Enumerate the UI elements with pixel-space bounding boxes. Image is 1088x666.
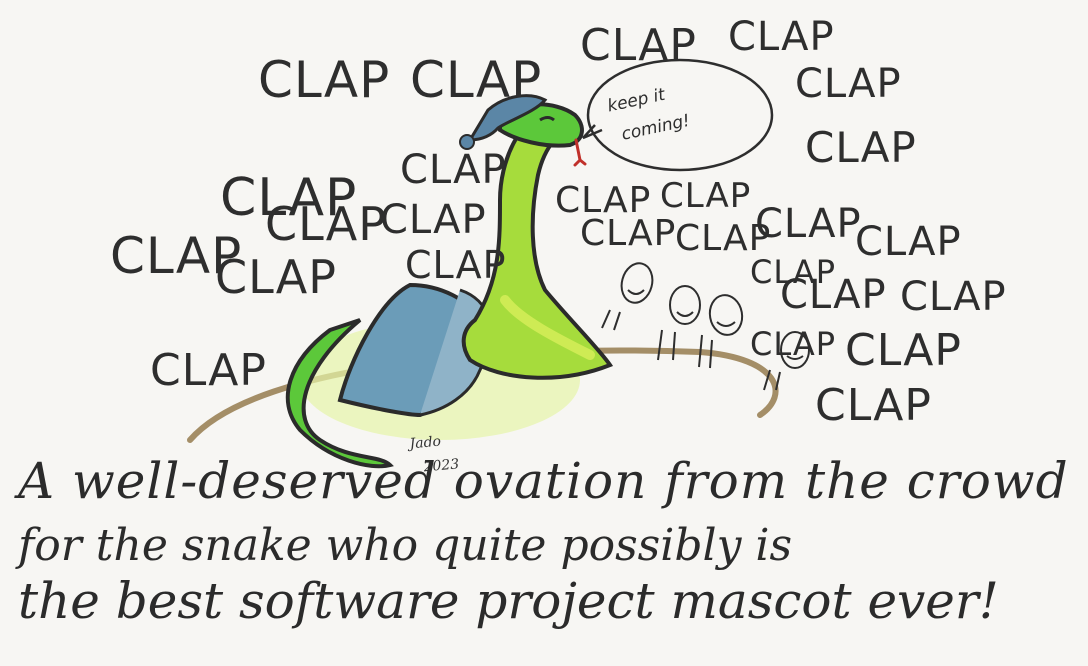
crowd-person-2: [657, 285, 701, 361]
caption-line-2: for the snake who quite possibly is: [18, 520, 793, 571]
crowd-person-1: [601, 262, 654, 331]
clap-word: CLAP: [660, 176, 751, 216]
clap-word: CLAP: [150, 345, 267, 396]
clap-word: CLAP: [845, 325, 962, 376]
clap-word: CLAP: [110, 227, 242, 285]
nightcap: [467, 94, 548, 142]
snake-belly-shine: [500, 295, 595, 360]
clap-word: CLAP: [728, 14, 835, 60]
clap-word: CLAP: [410, 51, 542, 109]
clap-word: CLAP: [900, 274, 1007, 320]
signature: Jado 2023: [406, 434, 460, 476]
caption-line-1: A well-deserved ovation from the crowd: [18, 452, 1069, 510]
clap-word: CLAP: [380, 197, 487, 243]
clap-word: CLAP: [780, 272, 887, 318]
caption-line-3: the best software project mascot ever!: [18, 572, 999, 630]
clap-word: CLAP: [750, 253, 836, 291]
clap-word: CLAP: [675, 218, 771, 259]
clap-word: CLAP: [220, 168, 357, 228]
clap-word: CLAP: [215, 250, 337, 304]
crowd-person-3: [698, 294, 744, 369]
crowd-person-4: [763, 331, 810, 391]
speech-bubble: keep it coming!: [582, 58, 774, 172]
clap-word: CLAP: [755, 201, 862, 247]
clap-word: CLAP: [750, 325, 836, 363]
clap-word: CLAP: [580, 20, 697, 71]
clap-word: CLAP: [258, 51, 390, 109]
snake-eye: [539, 116, 555, 122]
clap-word: CLAP: [580, 213, 676, 254]
snake-body: [461, 108, 614, 380]
clap-word: CLAP: [265, 197, 387, 251]
signature-name: Jado: [406, 434, 442, 453]
clap-word: CLAP: [555, 180, 651, 221]
snake-tail: [285, 318, 394, 469]
clap-word: CLAP: [400, 147, 507, 193]
clap-word: CLAP: [405, 243, 507, 287]
clap-word: CLAP: [795, 61, 902, 107]
clap-word: CLAP: [805, 123, 917, 172]
speech-bubble-line1: keep it: [606, 85, 669, 117]
clap-words: CLAP CLAP CLAP CLAP CLAP CLAP CLAP CLAP …: [110, 14, 1007, 431]
clap-word: CLAP: [855, 219, 962, 265]
clap-word: CLAP: [815, 380, 932, 431]
nightcap-pom: [459, 134, 475, 150]
signature-year: 2023: [422, 456, 460, 475]
crowd: [601, 262, 810, 391]
speech-bubble-line2: coming!: [620, 111, 692, 145]
snake-tongue: [573, 138, 587, 167]
